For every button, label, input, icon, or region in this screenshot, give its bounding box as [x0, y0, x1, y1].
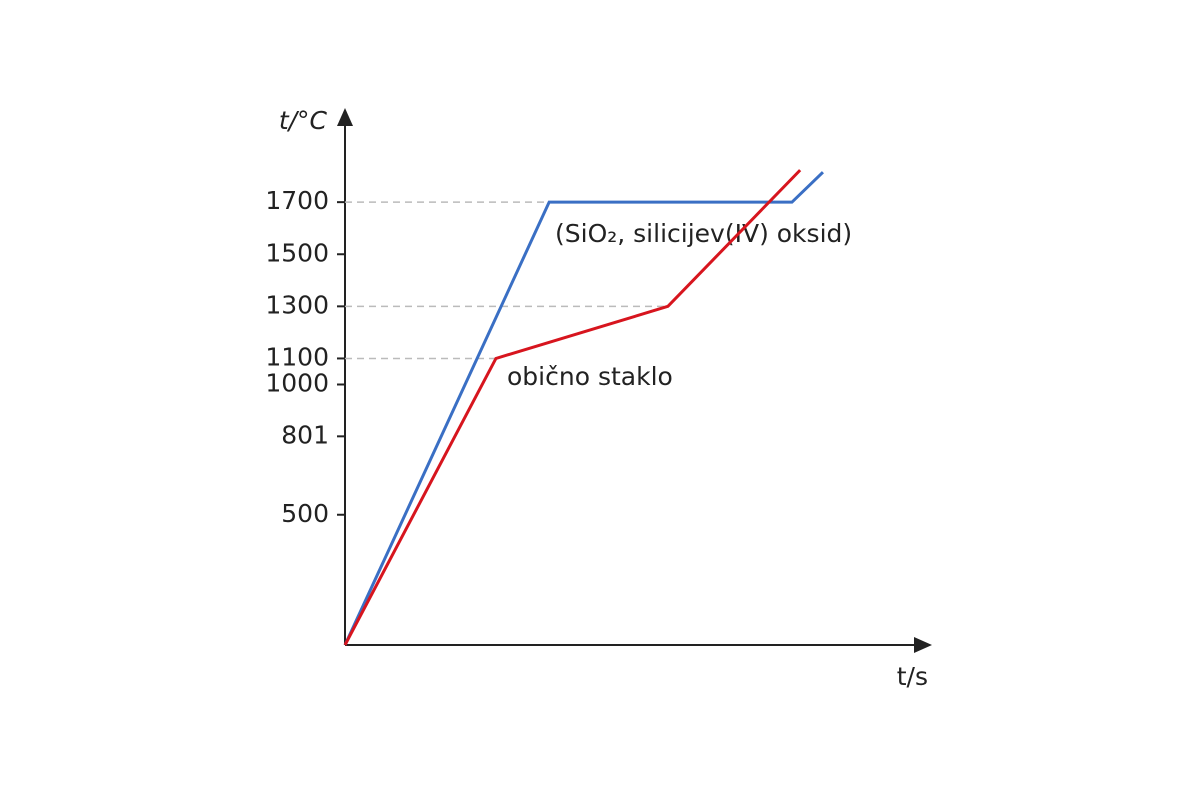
y-tick-label: 1300 [265, 290, 329, 319]
series-line [343, 169, 802, 646]
y-axis-arrow [337, 108, 353, 126]
x-axis-arrow [914, 637, 932, 653]
y-tick-label: 500 [281, 499, 329, 528]
series-line [343, 171, 824, 646]
x-axis-label: t/s [897, 662, 928, 691]
y-tick-label: 1700 [265, 186, 329, 215]
y-axis-label: t/°C [279, 106, 328, 135]
y-tick-label: 801 [281, 420, 329, 449]
series-label: obično staklo [507, 362, 673, 391]
y-tick-label: 1000 [265, 369, 329, 398]
y-tick-label: 1100 [265, 342, 329, 371]
series-label: (SiO₂, silicijev(IV) oksid) [555, 219, 852, 248]
y-tick-label: 1500 [265, 238, 329, 267]
